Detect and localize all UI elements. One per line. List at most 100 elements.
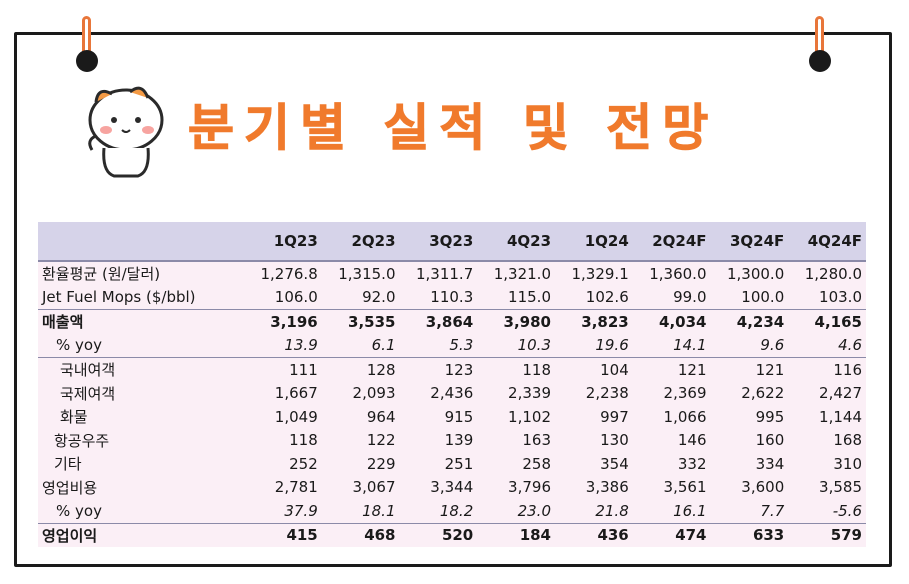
row-label: 매출액 [38, 309, 244, 334]
table-cell: 1,049 [244, 405, 322, 429]
table-cell: 1,276.8 [244, 261, 322, 286]
table-cell: 1,300.0 [710, 261, 789, 286]
pin-left-icon [76, 50, 98, 72]
table-row: % yoy 37.9 18.1 18.2 23.0 21.8 16.1 7.7 -5.6 [38, 499, 866, 523]
table-cell: 1,102 [477, 405, 555, 429]
table-cell: 995 [710, 405, 789, 429]
column-header: 2Q23 [321, 222, 400, 262]
table-cell: 915 [399, 405, 478, 429]
table-cell: 3,561 [632, 475, 711, 499]
table-row: 국제여객 1,667 2,093 2,436 2,339 2,238 2,369 2,622 2… [38, 381, 866, 405]
table-cell: 1,144 [788, 405, 866, 429]
column-header: 4Q23 [477, 222, 555, 262]
table-cell: 2,369 [632, 381, 711, 405]
row-label: Jet Fuel Mops ($/bbl) [38, 285, 244, 310]
table-cell: 115.0 [477, 285, 555, 310]
row-label: 국내여객 [38, 357, 244, 382]
column-header: 1Q24 [555, 222, 633, 262]
column-header: 3Q23 [399, 222, 478, 262]
row-label: 영업비용 [38, 475, 244, 499]
table-cell: 1,360.0 [632, 261, 711, 286]
table-cell: 106.0 [244, 285, 322, 310]
table-cell: 121 [710, 357, 789, 382]
table-cell: 354 [555, 452, 633, 476]
header-label-cell [38, 222, 244, 262]
table-cell: 111 [244, 357, 322, 382]
table-cell: 16.1 [632, 499, 711, 523]
row-label: 국제여객 [38, 381, 244, 405]
table-cell: 2,238 [555, 381, 633, 405]
table-cell: 139 [399, 428, 478, 452]
table-header-row: 1Q23 2Q23 3Q23 4Q23 1Q24 2Q24F 3Q24F 4Q2… [38, 222, 866, 262]
table-cell: 19.6 [555, 333, 633, 358]
table-cell: 104 [555, 357, 633, 382]
table-cell: 13.9 [244, 333, 322, 358]
table-row: 기타 252 229 251 258 354 332 334 310 [38, 452, 866, 476]
column-header: 3Q24F [710, 222, 789, 262]
table-cell: 168 [788, 428, 866, 452]
table-cell: 10.3 [477, 333, 555, 358]
table-cell: 3,535 [321, 309, 400, 334]
table-cell: 579 [788, 522, 866, 547]
column-header: 1Q23 [244, 222, 322, 262]
table-cell: 3,823 [555, 309, 633, 334]
table-cell: 2,427 [788, 381, 866, 405]
row-label: 영업이익 [38, 522, 244, 547]
table-cell: 436 [555, 522, 633, 547]
table-row: 영업비용 2,781 3,067 3,344 3,796 3,386 3,561 3,600 3… [38, 475, 866, 499]
table-cell: 4,034 [632, 309, 711, 334]
table-cell: 520 [399, 522, 478, 547]
table-cell: 92.0 [321, 285, 400, 310]
table-cell: -5.6 [788, 499, 866, 523]
table-cell: 2,781 [244, 475, 322, 499]
table-cell: 5.3 [399, 333, 478, 358]
table-cell: 3,600 [710, 475, 789, 499]
table-cell: 229 [321, 452, 400, 476]
table-cell: 415 [244, 522, 322, 547]
table-cell: 3,864 [399, 309, 478, 334]
table-cell: 130 [555, 428, 633, 452]
table-cell: 1,321.0 [477, 261, 555, 286]
table-cell: 997 [555, 405, 633, 429]
table-cell: 258 [477, 452, 555, 476]
table-cell: 103.0 [788, 285, 866, 310]
table-cell: 3,196 [244, 309, 322, 334]
table-row: 환율평균 (원/달러) 1,276.8 1,315.0 1,311.7 1,321.0 1… [38, 261, 866, 286]
table-cell: 99.0 [632, 285, 711, 310]
table-cell: 163 [477, 428, 555, 452]
table-cell: 1,280.0 [788, 261, 866, 286]
table-cell: 2,339 [477, 381, 555, 405]
row-label: % yoy [38, 499, 244, 523]
row-label: 항공우주 [38, 428, 244, 452]
table-cell: 1,329.1 [555, 261, 633, 286]
table-cell: 2,436 [399, 381, 478, 405]
table-cell: 310 [788, 452, 866, 476]
results-table: 1Q23 2Q23 3Q23 4Q23 1Q24 2Q24F 3Q24F 4Q2… [38, 222, 866, 547]
table-cell: 468 [321, 522, 400, 547]
table-cell: 334 [710, 452, 789, 476]
table-cell: 251 [399, 452, 478, 476]
table-cell: 14.1 [632, 333, 711, 358]
table-row: % yoy 13.9 6.1 5.3 10.3 19.6 14.1 9.6 4.6 [38, 333, 866, 358]
table-cell: 1,315.0 [321, 261, 400, 286]
row-label: 화물 [38, 405, 244, 429]
row-label: 기타 [38, 452, 244, 476]
table-cell: 3,067 [321, 475, 400, 499]
table-cell: 1,667 [244, 381, 322, 405]
table-cell: 18.1 [321, 499, 400, 523]
column-header: 2Q24F [632, 222, 711, 262]
table-cell: 633 [710, 522, 789, 547]
table-cell: 21.8 [555, 499, 633, 523]
table-cell: 6.1 [321, 333, 400, 358]
table-cell: 2,622 [710, 381, 789, 405]
table-cell: 3,980 [477, 309, 555, 334]
table-cell: 146 [632, 428, 711, 452]
table-cell: 123 [399, 357, 478, 382]
table-cell: 4,165 [788, 309, 866, 334]
table-cell: 1,066 [632, 405, 711, 429]
table-cell: 3,585 [788, 475, 866, 499]
table-cell: 128 [321, 357, 400, 382]
table-cell: 9.6 [710, 333, 789, 358]
table-cell: 3,344 [399, 475, 478, 499]
pin-right-icon [809, 50, 831, 72]
